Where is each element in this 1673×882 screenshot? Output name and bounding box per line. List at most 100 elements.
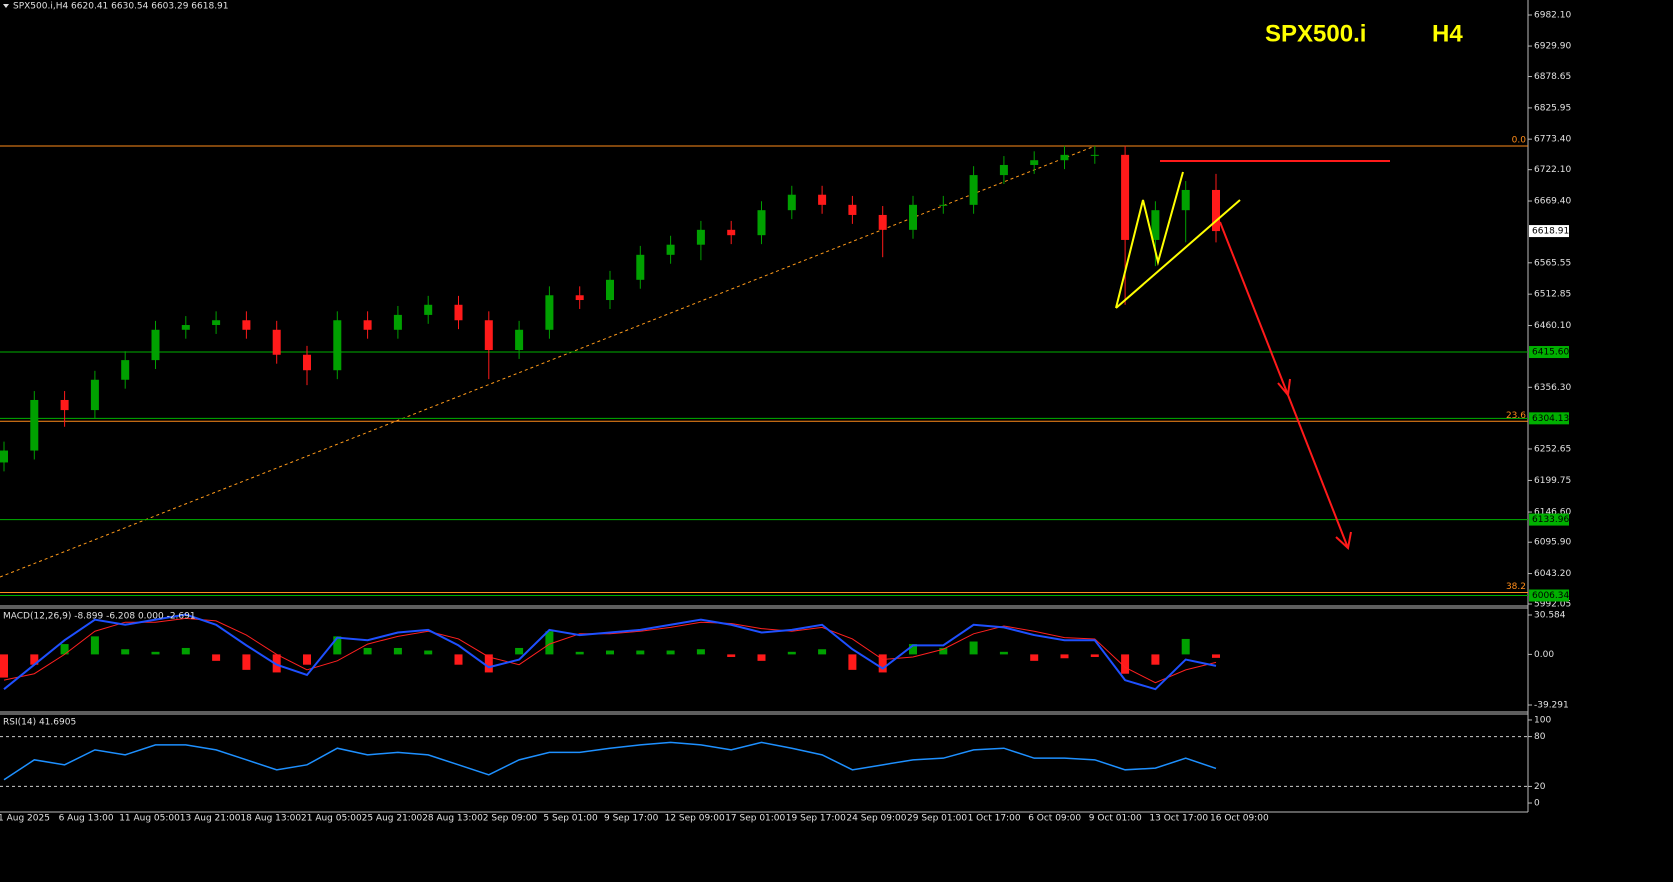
histogram-bar [909, 644, 917, 655]
candle-body [999, 164, 1008, 176]
candle-body [606, 279, 614, 301]
candle-body [636, 254, 645, 280]
fib-label: 38.2 [1506, 582, 1526, 592]
histogram-bar [181, 647, 190, 655]
candle-body [333, 320, 342, 371]
histogram-bar [454, 654, 463, 665]
arrow-head [1277, 378, 1291, 398]
y-tick-label: 20 [1534, 782, 1546, 792]
y-tick-label: 6825.95 [1534, 103, 1571, 113]
candle-body [0, 450, 8, 463]
candle-body [545, 295, 554, 330]
y-tick-label: 6199.75 [1534, 476, 1571, 486]
candle-body [242, 320, 251, 330]
histogram-bar [787, 651, 796, 655]
macd-header: MACD(12,26,9) -8.899 -6.208 0.000 -2.691 [3, 612, 196, 622]
x-tick-label: 9 Oct 01:00 [1089, 814, 1142, 824]
candle-body [909, 204, 917, 230]
candle-body [787, 194, 796, 211]
histogram-bar [393, 647, 402, 655]
histogram-bar [242, 654, 251, 670]
last-price-box [1529, 225, 1569, 238]
candle-body [484, 320, 493, 350]
histogram-bar [151, 651, 160, 655]
y-tick-label: 6982.10 [1534, 10, 1571, 20]
x-tick-label: 2 Sep 09:00 [483, 814, 538, 824]
x-tick-label: 21 Aug 05:00 [301, 814, 362, 824]
candle-body [90, 379, 99, 411]
main-line [3, 613, 1217, 691]
histogram-bar [30, 654, 39, 665]
y-tick-label: 6565.55 [1534, 258, 1571, 268]
candle-body [848, 204, 857, 215]
histogram-bar [90, 636, 99, 655]
candle-body [424, 304, 433, 315]
y-tick-label: 6356.30 [1534, 383, 1571, 393]
y-tick-label: 5992.05 [1534, 600, 1571, 610]
y-tick-label: 6095.90 [1534, 538, 1571, 548]
histogram-bar [878, 654, 887, 673]
y-tick-label: 6773.40 [1534, 135, 1571, 145]
histogram-bar [606, 650, 614, 655]
x-tick-label: 18 Aug 13:00 [240, 814, 301, 824]
price-level-label: 6133.96 [1532, 515, 1569, 525]
x-tick-label: 19 Sep 17:00 [786, 814, 846, 824]
histogram-bar [515, 647, 524, 655]
candle-body [1181, 189, 1190, 211]
y-tick-label: 6878.65 [1534, 72, 1571, 82]
y-tick-label: 0 [1534, 799, 1540, 809]
y-tick-label: 100 [1534, 715, 1551, 725]
candle-body [151, 329, 160, 361]
price-level-label: 6415.60 [1532, 348, 1569, 358]
y-tick-label: -39.291 [1534, 701, 1569, 711]
arrow-head [1335, 531, 1352, 550]
menu-triangle[interactable] [3, 4, 9, 8]
histogram-bar [545, 631, 554, 655]
x-tick-label: 9 Sep 17:00 [604, 814, 659, 824]
x-tick-label: 5 Sep 01:00 [543, 814, 598, 824]
histogram-bar [1151, 654, 1160, 665]
candle-body [30, 399, 39, 451]
histogram-bar [424, 650, 433, 655]
histogram-bar [575, 651, 584, 655]
histogram-bar [333, 636, 342, 655]
price-level-box [1529, 513, 1569, 526]
histogram-bar [0, 654, 8, 678]
histogram-bar [303, 654, 311, 665]
price-level-label: 6304.13 [1532, 414, 1569, 424]
y-tick-label: 6929.90 [1534, 42, 1571, 52]
y-tick-label: 0.00 [1534, 650, 1554, 660]
panel-frames [0, 0, 1529, 813]
candle-body [1030, 160, 1039, 165]
x-tick-label: 6 Oct 09:00 [1028, 814, 1081, 824]
histogram-bar [1090, 654, 1099, 657]
x-tick-label: 28 Aug 13:00 [422, 814, 483, 824]
y-tick-label: 6146.60 [1534, 508, 1571, 518]
candle-body [212, 320, 221, 326]
rsi-line [3, 741, 1217, 781]
marks: 6982.10 6929.90 6878.65 6825.95 6773.40 6722.… [0, 10, 1571, 824]
x-tick-label: 16 Oct 09:00 [1210, 814, 1269, 824]
histogram-bar [999, 651, 1008, 655]
x-tick-label: 6 Aug 13:00 [59, 814, 114, 824]
candle-body [818, 194, 827, 205]
rsi-header: RSI(14) 41.6905 [3, 718, 76, 728]
x-tick-label: 29 Sep 01:00 [907, 814, 967, 824]
x-tick-label: 17 Sep 01:00 [725, 814, 785, 824]
y-tick-label: 6669.40 [1534, 197, 1571, 207]
x-tick-label: 11 Aug 05:00 [119, 814, 180, 824]
candle-body [1151, 210, 1160, 240]
candle-body [727, 229, 736, 236]
histogram-bar [666, 650, 675, 655]
price-level-box [1529, 412, 1569, 425]
x-tick-label: 13 Oct 17:00 [1149, 814, 1208, 824]
candle-body [939, 204, 948, 206]
y-tick-label: 6252.65 [1534, 444, 1571, 454]
histogram-bar [696, 649, 705, 655]
histogram-bar [272, 654, 281, 673]
candle-body [393, 314, 402, 330]
fib-label: 0.0 [1512, 135, 1527, 145]
